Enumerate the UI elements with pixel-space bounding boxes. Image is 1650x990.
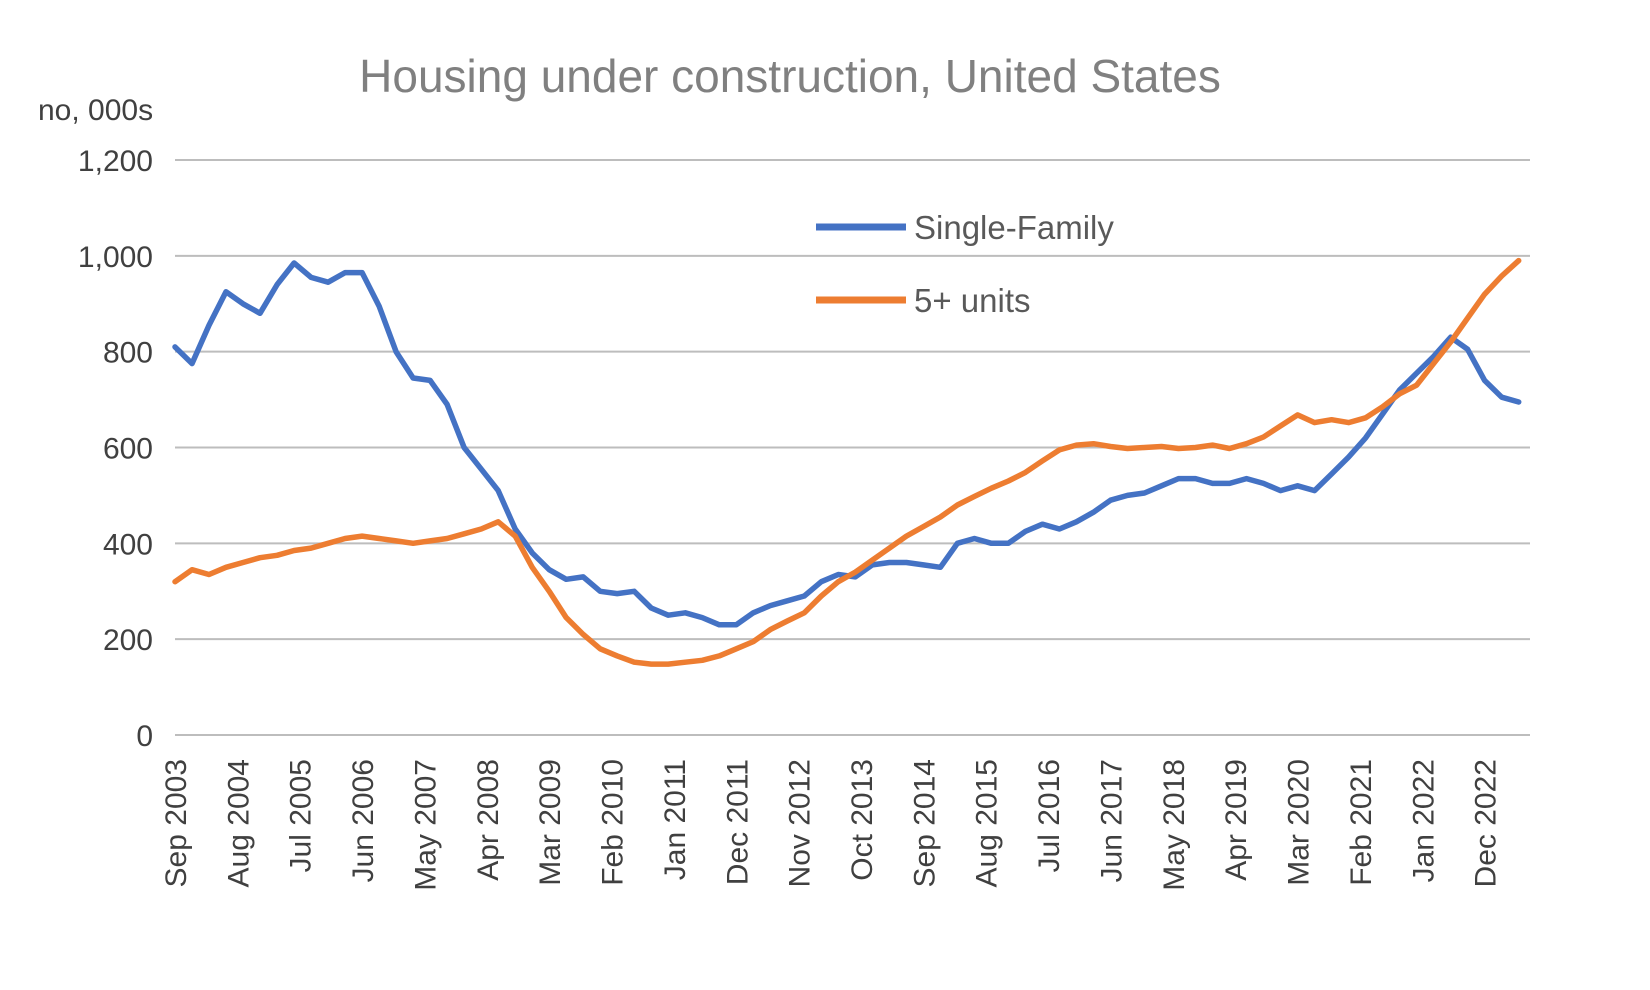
x-tick-label: Nov 2012 bbox=[784, 759, 817, 887]
legend-label-5plus-units: 5+ units bbox=[914, 282, 1031, 319]
gridlines bbox=[175, 159, 1530, 736]
legend: Single-Family 5+ units bbox=[816, 209, 1114, 319]
x-tick-label: Jan 2011 bbox=[659, 759, 692, 880]
y-tick-label: 800 bbox=[103, 337, 153, 370]
y-tick-label: 600 bbox=[103, 433, 153, 466]
x-axis-tick-labels: Sep 2003 Aug 2004 Jul 2005 Jun 2006 May 2007… bbox=[160, 759, 1503, 891]
y-tick-label: 1,200 bbox=[78, 145, 153, 178]
x-tick-label: Apr 2019 bbox=[1220, 759, 1253, 881]
x-tick-label: May 2018 bbox=[1158, 759, 1191, 891]
legend-label-single-family: Single-Family bbox=[914, 209, 1114, 246]
y-tick-label: 200 bbox=[103, 624, 153, 657]
x-tick-label: May 2007 bbox=[409, 759, 442, 891]
x-tick-label: Jul 2005 bbox=[285, 759, 318, 872]
x-tick-label: Jun 2006 bbox=[347, 759, 380, 882]
y-axis-tick-labels: 0 200 400 600 800 1,000 1,200 bbox=[78, 145, 153, 753]
x-tick-label: Aug 2004 bbox=[222, 759, 255, 887]
x-tick-label: Mar 2020 bbox=[1283, 759, 1316, 886]
x-tick-label: Feb 2010 bbox=[597, 759, 630, 886]
x-tick-label: Jan 2022 bbox=[1407, 759, 1440, 882]
y-axis-unit-label: no, 000s bbox=[38, 94, 153, 127]
x-tick-label: Feb 2021 bbox=[1345, 759, 1378, 886]
y-tick-label: 400 bbox=[103, 528, 153, 561]
series-line-single-family bbox=[172, 260, 1522, 628]
series-line-5-units bbox=[172, 257, 1522, 667]
x-tick-label: Sep 2014 bbox=[908, 759, 941, 887]
x-tick-label: Sep 2003 bbox=[160, 759, 193, 887]
series-lines bbox=[172, 257, 1522, 667]
x-tick-label: Dec 2022 bbox=[1470, 759, 1503, 887]
x-tick-label: Mar 2009 bbox=[534, 759, 567, 886]
y-tick-label: 0 bbox=[136, 720, 153, 753]
x-tick-label: Apr 2008 bbox=[472, 759, 505, 881]
chart-title: Housing under construction, United State… bbox=[359, 50, 1221, 102]
x-tick-label: Dec 2011 bbox=[721, 759, 754, 885]
x-tick-label: Jul 2016 bbox=[1033, 759, 1066, 872]
y-tick-label: 1,000 bbox=[78, 241, 153, 274]
x-tick-label: Aug 2015 bbox=[971, 759, 1004, 887]
x-tick-label: Oct 2013 bbox=[846, 759, 879, 881]
x-tick-label: Jun 2017 bbox=[1095, 759, 1128, 882]
